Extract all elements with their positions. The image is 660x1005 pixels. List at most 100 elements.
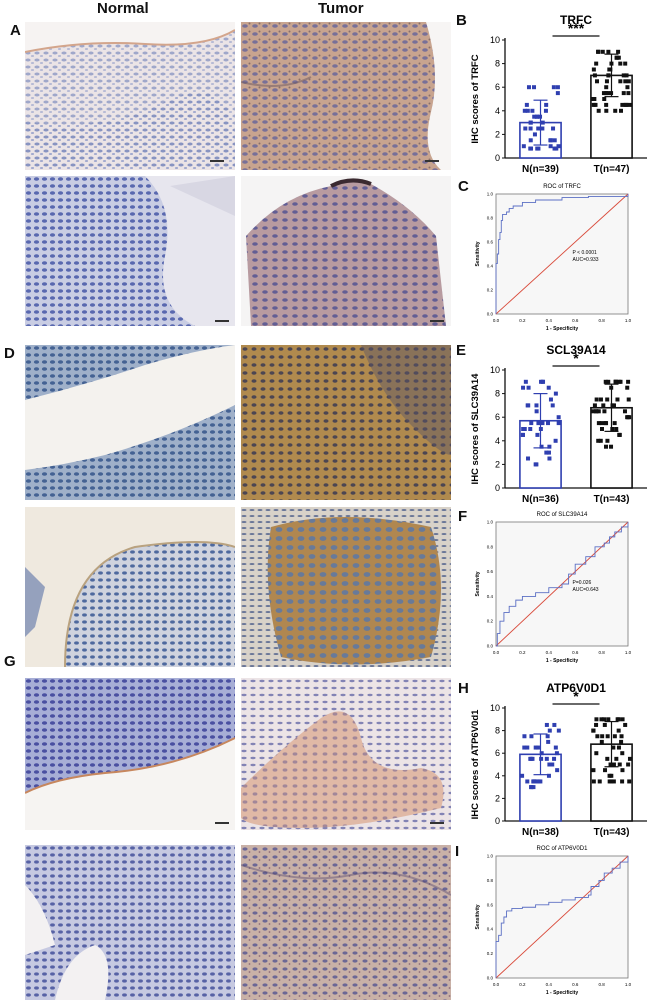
data-point [521,144,526,149]
header-normal: Normal [97,0,149,17]
data-point [536,126,541,131]
y-tick-label: 1.0 [487,854,494,859]
y-tick-label: 0.4 [487,927,494,932]
data-point [523,379,528,384]
data-point [553,745,558,750]
y-axis-label: IHC scores of SLC39A14 [470,373,481,485]
data-point [528,146,533,151]
data-point [546,421,551,426]
panel-label-a: A [10,22,21,39]
data-point [622,409,627,414]
data-point [620,102,625,107]
data-point [535,146,540,151]
data-point [605,756,610,761]
panel-label-e: E [456,342,467,359]
data-point [606,379,611,384]
x-axis-label: 1 - Specificity [546,326,578,332]
data-point [625,85,630,90]
data-point [596,438,601,443]
y-tick-label: 0.8 [487,878,494,883]
data-point [591,409,596,414]
data-point [606,717,611,722]
data-point [596,421,601,426]
chart-title: ROC of TRFC [543,184,581,190]
data-point [526,403,531,408]
data-point [624,102,629,107]
data-point [539,444,544,449]
panel-label-h: H [458,680,469,697]
y-tick-label: 1.0 [487,520,494,525]
data-point [529,785,534,790]
data-point [554,751,559,756]
y-tick-label: 0 [495,483,500,493]
y-tick-label: 0.2 [487,951,494,956]
micrograph-normal-d2 [25,507,235,667]
data-point [626,79,631,84]
y-tick-label: 8 [495,726,500,736]
data-point [594,751,599,756]
category-label: T(n=43) [594,494,630,505]
chart-title: ROC of ATP6V0D1 [537,846,589,852]
data-point [528,138,533,143]
data-point [546,739,551,744]
roc-chart-atp6v0d1: ROC of ATP6V0D1 0.0 0.0 0.2 0.2 0.4 0.4 0.6 0.6 0… [470,840,640,1000]
x-tick-label: 0.8 [598,650,605,655]
x-tick-label: 0.0 [493,650,500,655]
y-tick-label: 10 [490,35,500,45]
data-point [615,397,620,402]
y-axis-label: Sensitivity [475,571,481,596]
data-point [593,102,598,107]
data-point [602,409,607,414]
significance-marker: *** [568,20,585,36]
x-tick-label: 0.0 [493,318,500,323]
data-point [604,102,609,107]
x-tick-label: 0.4 [546,982,553,987]
data-point [594,409,599,414]
data-point [616,745,621,750]
data-point [619,734,624,739]
data-point [521,385,526,390]
micrograph-tumor-a2 [241,176,451,326]
y-tick-label: 0 [495,153,500,163]
x-tick-label: 1.0 [625,650,632,655]
data-point [535,432,540,437]
data-point [611,745,616,750]
data-point [526,385,531,390]
data-point [625,415,630,420]
significance-marker: * [573,350,579,366]
data-point [546,450,551,455]
data-point [626,379,631,384]
chart-svg: ATP6V0D1 IHC scores of ATP6V0d1 0 2 4 6 8 10 N(n… [470,681,647,838]
bar-chart-atp6v0d1: ATP6V0D1 IHC scores of ATP6V0d1 0 2 4 6 8 10 N(n… [465,678,655,843]
data-point [616,49,621,54]
data-point [621,91,626,96]
annotation-text: AUC=0.643 [573,587,599,593]
data-point [547,444,552,449]
data-point [534,114,539,119]
y-tick-label: 2 [495,459,500,469]
y-tick-label: 4 [495,436,500,446]
data-point [532,114,537,119]
data-point [605,734,610,739]
scale-bar [215,822,229,824]
data-point [609,779,614,784]
data-point [619,739,624,744]
panel-label-i: I [455,843,460,860]
y-tick-label: 0.6 [487,569,494,574]
data-point [550,403,555,408]
y-tick-label: 6 [495,748,500,758]
y-tick-label: 6 [495,82,500,92]
data-point [530,108,535,113]
data-point [543,108,548,113]
category-label: N(n=38) [522,827,559,838]
data-point [592,73,597,78]
data-point [594,717,599,722]
data-point [539,751,544,756]
data-point [617,762,622,767]
y-tick-label: 6 [495,412,500,422]
y-tick-label: 0.2 [487,288,494,293]
data-point [603,421,608,426]
roc-curve [495,194,629,314]
chart-svg: SCL39A14 IHC scores of SLC39A14 0 2 4 6 8 10 N(n… [470,343,647,505]
roc-curve [496,522,629,647]
